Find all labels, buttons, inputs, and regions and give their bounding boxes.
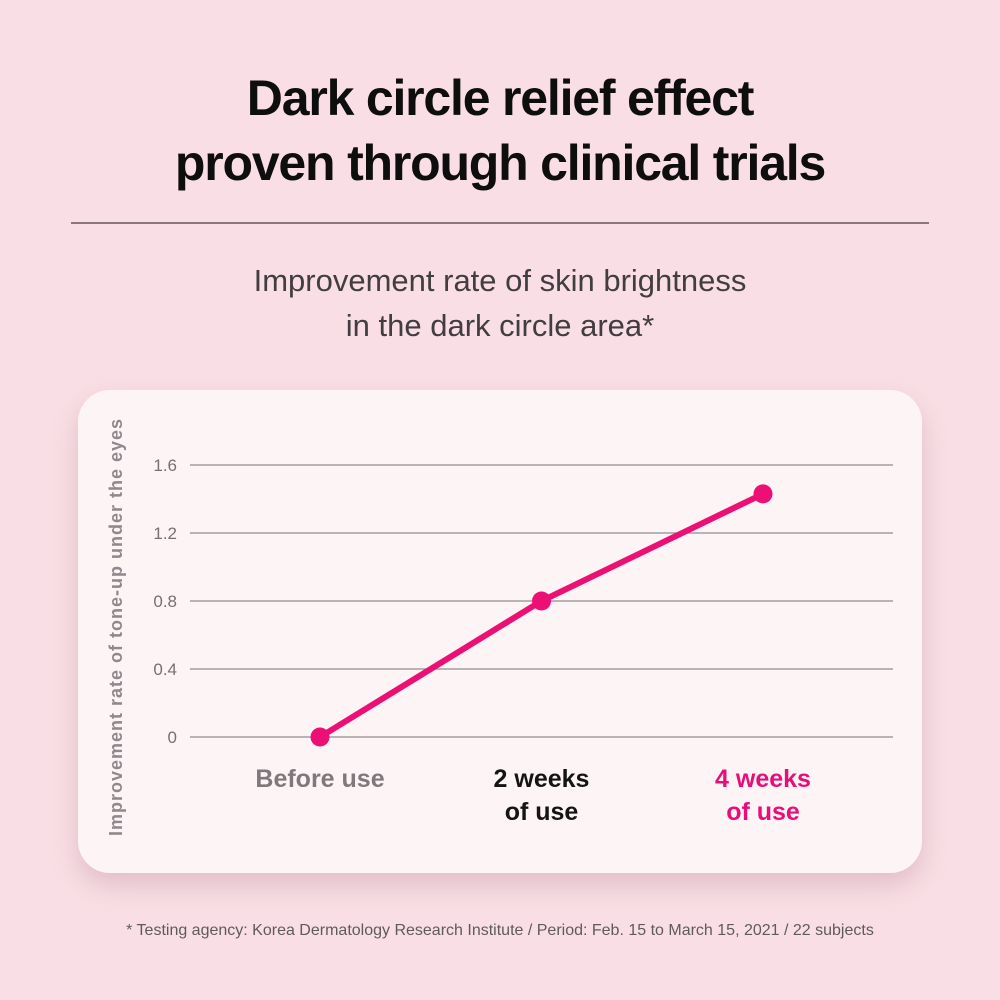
footnote: * Testing agency: Korea Dermatology Rese… (126, 922, 874, 939)
data-point (532, 591, 551, 611)
data-point (753, 484, 773, 504)
y-axis-label: Improvement rate of tone-up under the ey… (106, 418, 126, 836)
chart-card: 0 0.4 0.8 1.2 1.6 Improvement rate of tone-up… (78, 390, 922, 873)
y-tick-label: 1.2 (153, 524, 177, 543)
x-category-label: of use (505, 798, 579, 826)
page-title: Dark circle relief effect proven through… (0, 66, 1000, 196)
trend-line (317, 490, 766, 740)
line-chart: 0 0.4 0.8 1.2 1.6 Improvement rate of tone-up… (106, 418, 893, 836)
data-point (310, 727, 330, 747)
x-category-label: 4 weeks (715, 765, 811, 793)
chart-subtitle: Improvement rate of skin brightness in t… (0, 258, 1000, 348)
y-tick-label: 0.4 (153, 660, 177, 679)
x-category-label: Before use (255, 765, 384, 793)
x-category-label: 2 weeks (494, 765, 590, 793)
x-category-label: of use (726, 798, 800, 826)
page-title-line2: proven through clinical trials (174, 135, 826, 191)
title-divider (71, 222, 929, 224)
y-tick-label: 1.6 (153, 456, 177, 475)
chart-subtitle-line1: Improvement rate of skin brightness (253, 263, 747, 298)
y-tick-label: 0.8 (153, 592, 177, 611)
y-tick-label: 0 (168, 728, 177, 747)
page-title-line1: Dark circle relief effect (246, 70, 755, 126)
chart-subtitle-line2: in the dark circle area* (345, 308, 655, 343)
